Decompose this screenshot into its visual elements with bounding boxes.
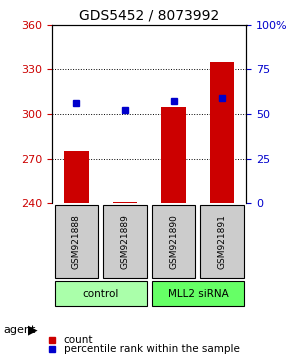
- FancyBboxPatch shape: [55, 205, 98, 278]
- FancyBboxPatch shape: [152, 281, 244, 306]
- Text: GSM921889: GSM921889: [121, 214, 130, 269]
- Text: count: count: [64, 335, 93, 345]
- FancyBboxPatch shape: [103, 205, 147, 278]
- Bar: [210, 62, 234, 203]
- Bar: [162, 107, 186, 203]
- Bar: [64, 151, 89, 203]
- Text: GSM921890: GSM921890: [169, 214, 178, 269]
- Text: GSM921888: GSM921888: [72, 214, 81, 269]
- Text: GSM921891: GSM921891: [218, 214, 227, 269]
- Text: MLL2 siRNA: MLL2 siRNA: [168, 289, 228, 299]
- Bar: [113, 202, 137, 203]
- Title: GDS5452 / 8073992: GDS5452 / 8073992: [79, 8, 220, 22]
- Text: percentile rank within the sample: percentile rank within the sample: [64, 344, 240, 354]
- FancyBboxPatch shape: [152, 205, 195, 278]
- FancyBboxPatch shape: [200, 205, 244, 278]
- Text: control: control: [83, 289, 119, 299]
- FancyBboxPatch shape: [55, 281, 147, 306]
- Text: ▶: ▶: [28, 324, 37, 336]
- Text: agent: agent: [3, 325, 35, 335]
